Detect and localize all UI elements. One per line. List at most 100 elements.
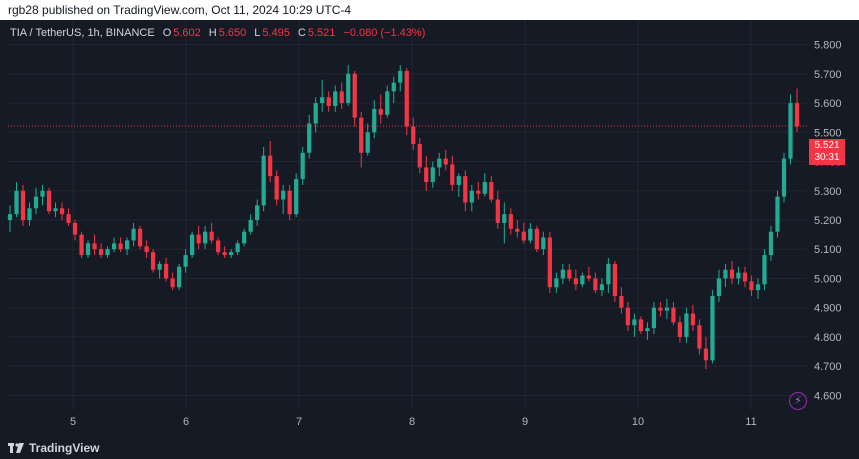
candle-body — [723, 269, 728, 279]
candle-body — [443, 158, 448, 165]
candle-body — [658, 307, 663, 311]
candle-body — [111, 243, 117, 250]
candle-body — [176, 266, 182, 288]
candle-body — [456, 176, 461, 185]
candle-body — [255, 205, 260, 220]
candle-body — [541, 237, 546, 250]
candle-body — [534, 228, 539, 250]
candle-body — [736, 272, 741, 279]
low-label: L — [254, 27, 261, 39]
brand-name: TradingView — [29, 440, 100, 455]
candle-body — [781, 158, 787, 197]
candle-body — [242, 231, 247, 244]
last-price-tag: 5.521 30:31 — [809, 139, 845, 166]
candle-body — [508, 214, 513, 229]
candle-body — [59, 208, 65, 215]
candle-body — [599, 284, 604, 291]
y-tick-label: 5.700 — [814, 69, 842, 81]
candle-body — [281, 190, 286, 200]
candle-body — [378, 108, 383, 115]
close-label: C — [297, 27, 306, 39]
candle-body — [476, 190, 481, 194]
candle-body — [365, 132, 370, 153]
candle-body — [398, 70, 403, 83]
candle-body — [593, 278, 598, 291]
candle-body — [547, 237, 552, 288]
low-value: 5.495 — [262, 27, 290, 39]
candle-body — [385, 91, 390, 115]
y-tick-label: 5.000 — [814, 273, 842, 285]
candle-body — [40, 190, 45, 197]
candlestick-chart[interactable]: 5.8005.7005.6005.5005.4005.3005.2005.100… — [0, 20, 859, 436]
y-tick-label: 5.200 — [814, 215, 842, 227]
y-tick-label: 4.600 — [814, 390, 842, 402]
candle-body — [209, 231, 214, 241]
candle-body — [196, 234, 201, 244]
candle-body — [313, 103, 318, 124]
candle-body — [489, 182, 494, 200]
candle-body — [150, 252, 156, 270]
candle-body — [53, 208, 58, 212]
candle-body — [502, 214, 507, 223]
candle-body — [430, 167, 435, 182]
candle-body — [105, 249, 110, 256]
candle-body — [710, 296, 715, 361]
candle-body — [339, 91, 344, 104]
y-tick-label: 5.600 — [814, 98, 842, 110]
y-tick-label: 5.800 — [814, 40, 842, 52]
candle-body — [762, 255, 767, 285]
candle-body — [72, 222, 78, 235]
candle-body — [528, 228, 533, 241]
candle-body — [450, 164, 455, 185]
candle-body — [482, 182, 487, 194]
candle-body — [567, 269, 572, 279]
candle-body — [469, 190, 474, 203]
candle-body — [768, 231, 774, 256]
candle-body — [580, 275, 585, 285]
candle-body — [677, 322, 683, 337]
candle-body — [85, 243, 91, 256]
candle-body — [66, 214, 71, 223]
candle-body — [417, 144, 422, 168]
candle-body — [690, 313, 696, 326]
symbol-label[interactable]: TIA / TetherUS, 1h, BINANCE — [10, 27, 155, 39]
change-value: −0.080 (−1.43%) — [343, 27, 426, 39]
y-tick-label: 5.500 — [814, 127, 842, 139]
candle-body — [274, 176, 279, 200]
high-value: 5.650 — [218, 27, 247, 39]
candle-body — [463, 176, 468, 203]
x-tick-label: 9 — [522, 416, 528, 428]
candle-body — [638, 319, 644, 332]
candle-body — [573, 278, 578, 285]
candle-body — [404, 70, 409, 127]
x-tick-label: 7 — [296, 416, 302, 428]
candle-body — [333, 91, 338, 106]
candle-body — [131, 228, 136, 241]
candle-body — [632, 319, 637, 326]
tradingview-logo-icon — [8, 442, 24, 453]
candle-body — [222, 252, 227, 256]
candle-body — [248, 220, 253, 232]
candle-body — [794, 103, 800, 127]
lightning-bolt-icon[interactable]: ⚡ — [789, 392, 807, 410]
candle-body — [437, 158, 442, 168]
y-tick-label: 5.300 — [814, 186, 842, 198]
candle-countdown: 30:31 — [814, 152, 840, 164]
candle-body — [359, 117, 364, 153]
candle-body — [346, 73, 351, 104]
candle-body — [411, 126, 416, 144]
x-tick-label: 6 — [183, 416, 189, 428]
candle-body — [729, 269, 735, 279]
candle-body — [742, 272, 748, 282]
candle-body — [554, 278, 559, 288]
publish-header: rgb28 published on TradingView.com, Oct … — [0, 0, 859, 20]
candle-body — [300, 152, 305, 180]
candle-body — [391, 82, 396, 92]
open-label: O — [162, 27, 172, 39]
candle-body — [697, 325, 702, 349]
x-tick-label: 11 — [745, 416, 756, 428]
candle-body — [144, 246, 149, 253]
candle-body — [606, 263, 611, 285]
candle-body — [749, 281, 754, 291]
